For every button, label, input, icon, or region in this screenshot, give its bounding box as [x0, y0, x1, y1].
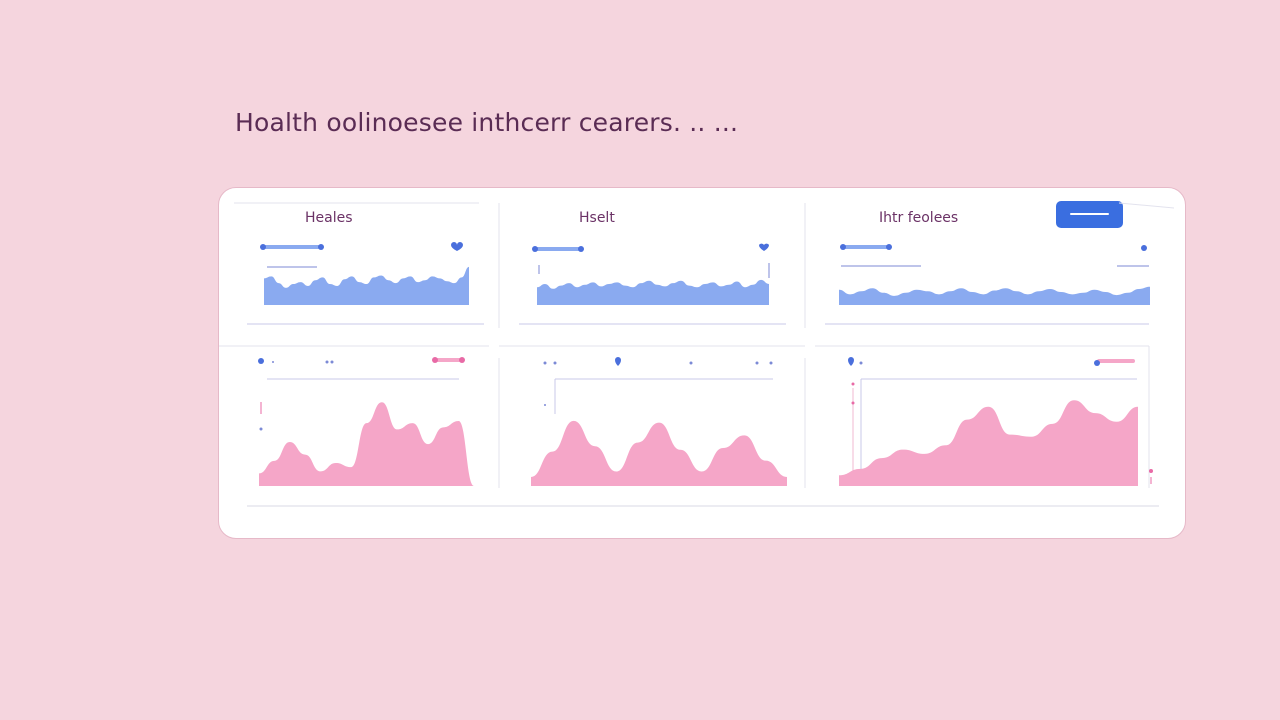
- top-panel-decor: [260, 242, 1149, 278]
- legend-dot: [886, 244, 892, 250]
- legend-dot: [318, 244, 324, 250]
- legend-bar: [533, 247, 581, 251]
- dashboard-card: Heales Hselt Ihtr feolees: [218, 187, 1186, 539]
- charts-canvas: [219, 202, 1175, 507]
- legend-dot: [258, 358, 264, 364]
- legend-bar: [841, 245, 889, 249]
- heart-icon: [451, 242, 463, 251]
- legend-dot: [578, 246, 584, 252]
- area-chart-top-1: [264, 266, 469, 305]
- legend-dot: [260, 244, 266, 250]
- panel-top-2: Hselt: [499, 188, 805, 338]
- area-chart-bottom-2: [531, 420, 787, 486]
- area-chart-top-3: [839, 286, 1150, 305]
- pin-icon: [615, 357, 621, 366]
- area-chart-bottom-1: [259, 402, 474, 486]
- legend-dot: [532, 246, 538, 252]
- legend-dot: [1094, 360, 1100, 366]
- bottom-charts: [259, 400, 1138, 486]
- minus-icon: [1070, 213, 1109, 215]
- panel-title: Heales: [305, 210, 353, 226]
- area-chart-bottom-3: [839, 400, 1138, 486]
- page-title: Hoalth oolinoesee inthcerr cearers. .. .…: [235, 108, 739, 137]
- pin-icon: [848, 357, 854, 366]
- legend-dot: [459, 357, 465, 363]
- legend-dot: [432, 357, 438, 363]
- legend-bar: [263, 245, 321, 249]
- panel-title: Ihtr feolees: [879, 210, 959, 226]
- heart-icon: [759, 243, 769, 251]
- panel-top-1: Heales: [231, 188, 499, 338]
- legend-dot: [1141, 245, 1147, 251]
- action-button[interactable]: [1056, 201, 1123, 228]
- panel-top-3: Ihtr feolees: [805, 188, 1175, 338]
- area-chart-top-2: [537, 279, 769, 305]
- divider: [1118, 202, 1175, 209]
- legend-dot: [840, 244, 846, 250]
- legend-bar: [434, 358, 464, 362]
- panel-title: Hselt: [579, 210, 615, 226]
- bottom-panel-decor: [258, 357, 1153, 484]
- top-charts: [264, 266, 1150, 305]
- legend-bar: [1097, 359, 1135, 363]
